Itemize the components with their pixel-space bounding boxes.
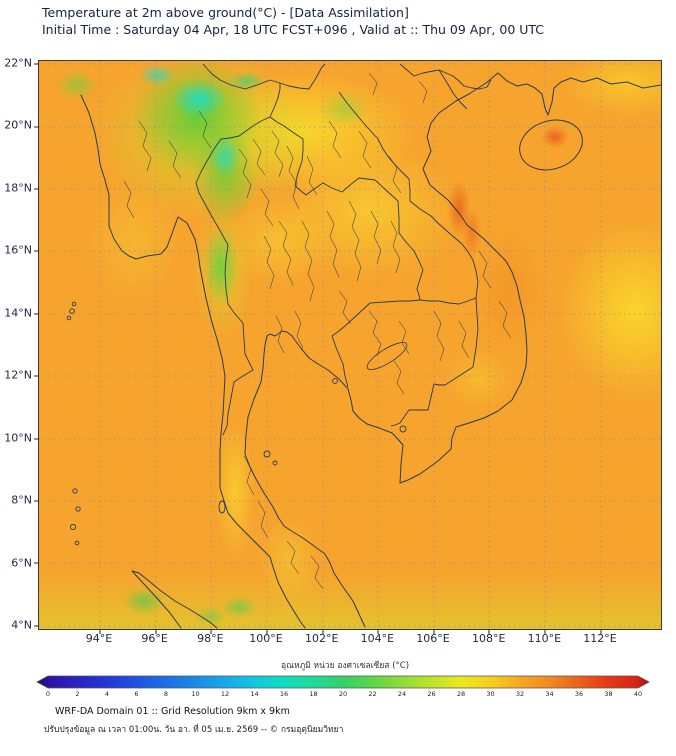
colorbar-tick-label: 16 bbox=[279, 690, 289, 698]
map-plot bbox=[34, 60, 662, 634]
footer-update-info: ปรับปรุงข้อมูล ณ เวลา 01:00น. วัน อา. ที… bbox=[44, 725, 344, 735]
tonle-sap-lake bbox=[366, 342, 408, 370]
colorbar-gradient-svg bbox=[36, 675, 650, 689]
x-tick-label: 96°E bbox=[141, 632, 168, 645]
colorbar-tick-label: 32 bbox=[515, 690, 525, 698]
y-tick-label: 10°N bbox=[4, 431, 32, 445]
y-tick-label: 20°N bbox=[4, 118, 32, 132]
y-tick-label: 18°N bbox=[4, 181, 32, 195]
page-subtitle: Initial Time : Saturday 04 Apr, 18 UTC F… bbox=[42, 22, 545, 37]
colorbar-tick-label: 34 bbox=[545, 690, 554, 698]
x-tick-label: 112°E bbox=[583, 632, 617, 645]
colorbar-tick-label: 28 bbox=[456, 690, 466, 698]
y-axis-labels: 22°N 20°N 18°N 16°N 14°N 12°N 10°N 8°N 6°N 4°N bbox=[0, 56, 34, 632]
colorbar-tick-label: 8 bbox=[163, 690, 169, 698]
x-tick-label: 100°E bbox=[249, 632, 283, 645]
page-title: Temperature at 2m above ground(°C) - [Da… bbox=[42, 5, 409, 20]
temperature-field bbox=[39, 61, 661, 629]
colorbar-tick-label: 36 bbox=[574, 690, 584, 698]
colorbar-tick-label: 20 bbox=[338, 690, 348, 698]
x-tick-label: 104°E bbox=[360, 632, 395, 645]
y-tick-label: 4°N bbox=[11, 618, 32, 632]
colorbar-tick-label: 6 bbox=[134, 690, 139, 698]
colorbar bbox=[36, 674, 650, 689]
colorbar-title: อุณหภูมิ หน่วย องศาเซลเซียส (°C) bbox=[280, 661, 410, 671]
x-axis-labels: 94°E 96°E 98°E 100°E 102°E 104°E 106°E 108°E 110… bbox=[38, 632, 660, 646]
y-tick-label: 6°N bbox=[11, 556, 32, 570]
colorbar-tick-label: 0 bbox=[45, 690, 51, 698]
colorbar-tick-label: 26 bbox=[427, 690, 436, 698]
grid-lines bbox=[39, 61, 661, 629]
y-tick-label: 8°N bbox=[11, 493, 32, 507]
y-tick-label: 14°N bbox=[4, 306, 32, 320]
colorbar-bar bbox=[36, 675, 650, 689]
colorbar-tick-label: 2 bbox=[75, 690, 80, 698]
colorbar-tick-labels: 0 2 4 6 8 10 12 14 16 18 20 22 24 26 28 30 32 34 36 38 40 bbox=[36, 690, 650, 700]
axis-ticks bbox=[34, 63, 602, 634]
footer-domain-info: WRF-DA Domain 01 :: Grid Resolution 9km … bbox=[55, 706, 290, 717]
colorbar-tick-label: 4 bbox=[104, 690, 110, 698]
colorbar-tick-label: 18 bbox=[309, 690, 318, 698]
islands bbox=[66, 301, 407, 546]
colorbar-tick-label: 14 bbox=[250, 690, 259, 698]
x-tick-label: 110°E bbox=[527, 632, 562, 645]
province-borders bbox=[123, 72, 512, 590]
x-tick-label: 106°E bbox=[416, 632, 450, 645]
map-overlay-svg bbox=[34, 61, 662, 634]
colorbar-tick-label: 10 bbox=[191, 690, 200, 698]
y-tick-label: 16°N bbox=[4, 243, 32, 257]
colorbar-tick-label: 40 bbox=[633, 690, 643, 698]
country-borders bbox=[195, 63, 492, 436]
colorbar-tick-label: 22 bbox=[368, 690, 377, 698]
colorbar-tick-label: 12 bbox=[220, 690, 230, 698]
x-tick-label: 98°E bbox=[197, 632, 224, 645]
x-tick-label: 102°E bbox=[304, 632, 339, 645]
x-tick-label: 94°E bbox=[85, 632, 113, 645]
colorbar-tick-label: 38 bbox=[604, 690, 613, 698]
x-tick-label: 108°E bbox=[471, 632, 506, 645]
coastlines bbox=[80, 72, 662, 629]
y-tick-label: 12°N bbox=[4, 368, 32, 382]
colorbar-tick-label: 24 bbox=[397, 690, 407, 698]
colorbar-tick-label: 30 bbox=[486, 690, 495, 698]
y-tick-label: 22°N bbox=[4, 56, 32, 70]
